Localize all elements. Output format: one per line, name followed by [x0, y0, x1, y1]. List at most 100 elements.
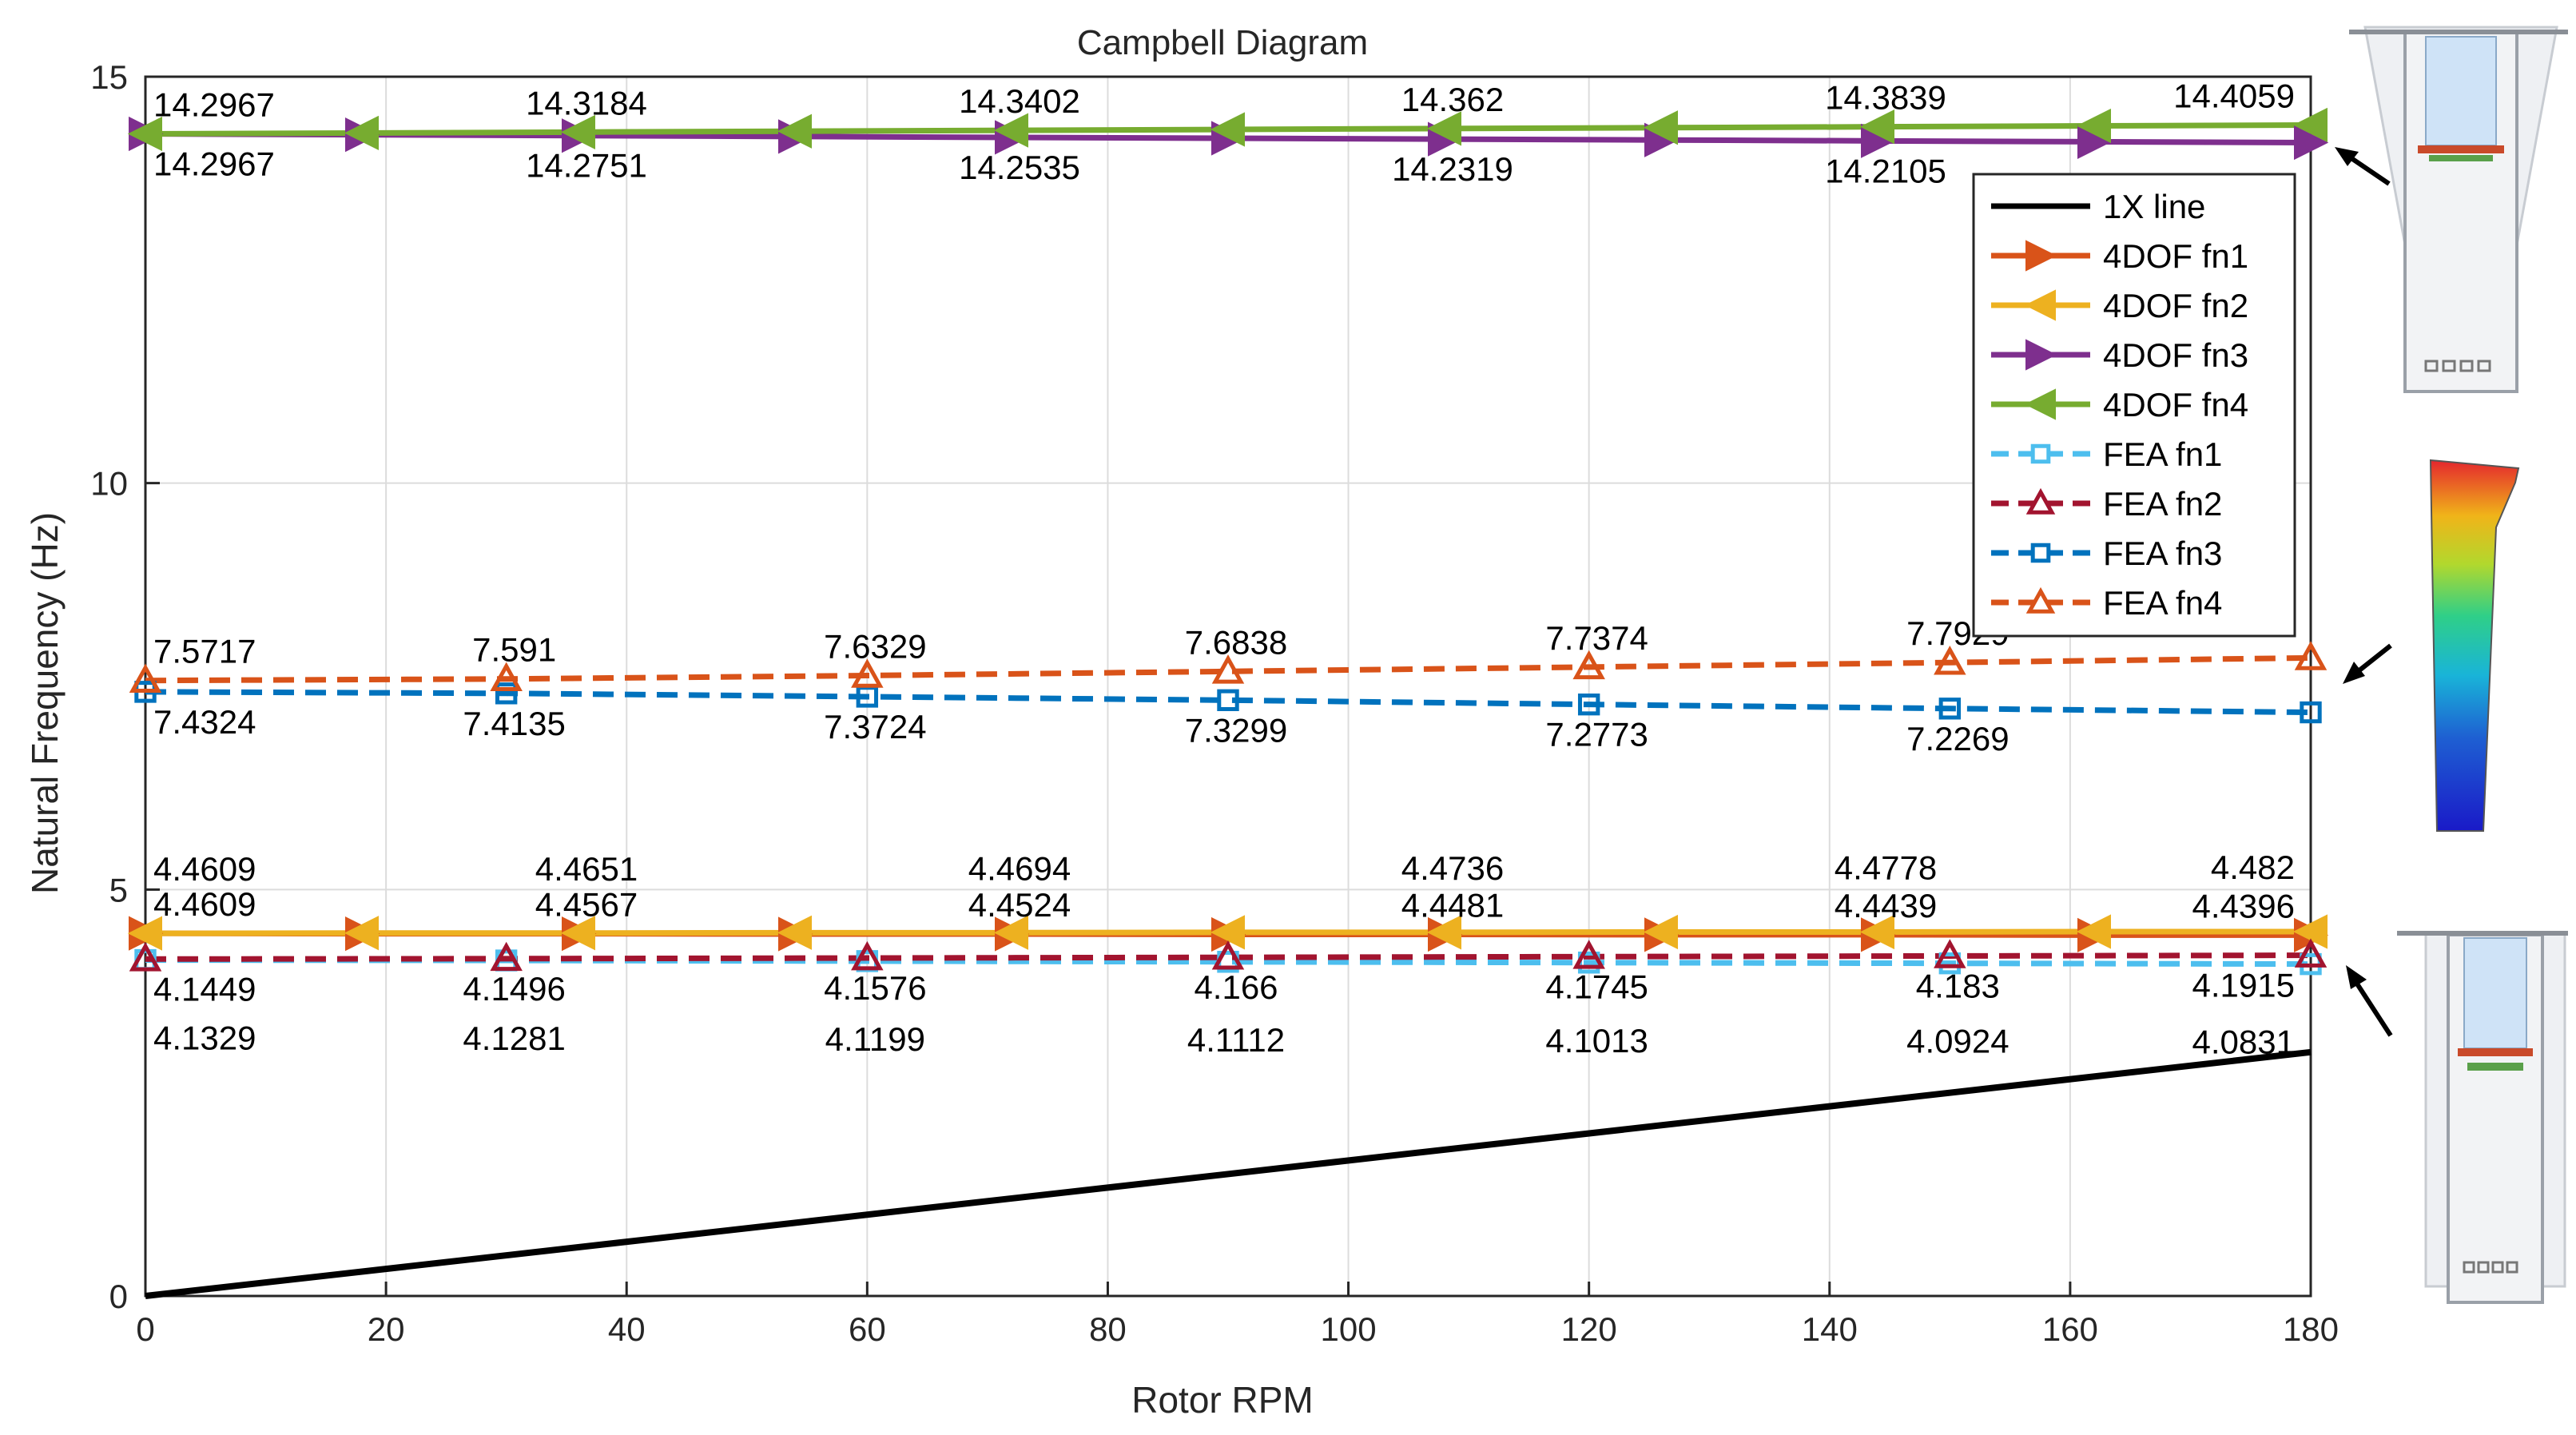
data-label: 14.3184 — [526, 84, 647, 121]
marker-fea-fn2 — [1211, 940, 1245, 970]
marker-fea-fn4 — [129, 663, 162, 694]
data-label: 7.3299 — [1185, 711, 1287, 749]
legend-marker-fea-fn1 — [2030, 443, 2051, 464]
x-tick-label: 180 — [2283, 1310, 2339, 1348]
marker-4dof-fn2 — [2076, 914, 2111, 949]
legend-marker-4dof-fn4 — [2024, 388, 2056, 420]
data-label: 7.591 — [472, 631, 556, 669]
marker-4dof-fn2 — [127, 916, 162, 951]
x-tick-label: 60 — [849, 1310, 886, 1348]
series-line-fea-fn4 — [145, 654, 2312, 684]
arrow-to-bottom-figure — [2346, 965, 2393, 1037]
series-line-fea-fn3 — [145, 689, 2312, 716]
marker-4dof-fn2 — [777, 915, 812, 950]
y-tick-label: 15 — [90, 58, 128, 96]
legend-label-fea-fn3: FEA fn3 — [2103, 535, 2222, 572]
data-label: 4.166 — [1194, 968, 1278, 1006]
data-label: 4.4778 — [1835, 849, 1937, 886]
legend-marker-4dof-fn2 — [2024, 289, 2056, 321]
data-label: 4.4651 — [535, 850, 638, 888]
x-tick-label: 0 — [136, 1310, 154, 1348]
data-label: 7.2773 — [1545, 716, 1648, 753]
marker-fea-fn4 — [1572, 650, 1605, 680]
data-label: 7.3724 — [824, 708, 926, 745]
legend-label-4dof-fn3: 4DOF fn3 — [2103, 336, 2248, 374]
marker-4dof-fn4 — [1643, 110, 1678, 145]
data-label: 14.2105 — [1825, 152, 1946, 189]
marker-4dof-fn4 — [993, 113, 1028, 148]
marker-fea-fn3 — [856, 686, 879, 708]
marker-fea-fn4 — [490, 662, 523, 692]
legend-marker-fea-fn4 — [2025, 586, 2056, 614]
marker-fea-fn3 — [1217, 689, 1239, 712]
x-axis-label: Rotor RPM — [1131, 1379, 1313, 1421]
marker-4dof-fn2 — [1210, 915, 1245, 950]
legend-label-4dof-fn1: 4DOF fn1 — [2103, 237, 2248, 275]
marker-fea-fn2 — [851, 940, 884, 971]
data-label: 4.1281 — [463, 1020, 565, 1057]
data-label: 4.1576 — [824, 969, 926, 1007]
marker-4dof-fn4 — [1426, 111, 1461, 146]
legend-label-4dof-fn4: 4DOF fn4 — [2103, 386, 2248, 423]
data-label: 14.362 — [1401, 81, 1504, 118]
data-label: 7.6838 — [1185, 623, 1287, 661]
marker-4dof-fn2 — [1859, 914, 1894, 950]
series-line-1x-line — [145, 1048, 2312, 1299]
y-tick-label: 10 — [90, 465, 128, 503]
data-label: 4.4694 — [968, 849, 1071, 887]
data-label: 4.482 — [2211, 849, 2295, 886]
data-label: 14.2319 — [1392, 150, 1513, 188]
marker-fea-fn4 — [1934, 646, 1966, 675]
data-label: 4.4524 — [968, 886, 1071, 924]
arrow-to-middle-figure — [2343, 643, 2392, 684]
mode-shape-top — [2349, 26, 2568, 393]
marker-4dof-fn4 — [1859, 109, 1894, 145]
x-tick-label: 100 — [1321, 1310, 1377, 1348]
data-label: 4.1112 — [1187, 1021, 1285, 1059]
mode-shape-bottom — [2397, 931, 2568, 1304]
x-tick-label: 160 — [2042, 1310, 2098, 1348]
legend: 1X line 4DOF fn1 4DOF fn2 4DOF fn3 4DOF fn4 F… — [1972, 173, 2296, 638]
marker-fea-fn2 — [2294, 938, 2328, 968]
data-label: 4.4481 — [1401, 886, 1504, 924]
marker-fea-fn3 — [134, 681, 157, 703]
data-label: 4.183 — [1916, 967, 2000, 1004]
marker-4dof-fn2 — [1426, 915, 1461, 950]
marker-fea-fn3 — [1938, 698, 1962, 720]
marker-fea-fn3 — [2300, 701, 2322, 724]
marker-4dof-fn4 — [2076, 108, 2111, 144]
data-label: 4.0831 — [2192, 1024, 2295, 1061]
data-label: 14.3839 — [1825, 79, 1946, 117]
marker-4dof-fn3 — [2294, 125, 2329, 161]
data-label: 7.2269 — [1906, 720, 2009, 757]
series-markers — [127, 107, 2329, 976]
data-label: 4.4736 — [1401, 849, 1504, 887]
marker-fea-fn2 — [1934, 939, 1966, 968]
marker-fea-fn4 — [2294, 641, 2328, 670]
data-label: 14.3402 — [959, 82, 1080, 120]
data-label: 4.0924 — [1906, 1023, 2009, 1060]
marker-fea-fn4 — [851, 658, 884, 688]
marker-4dof-fn2 — [993, 915, 1028, 950]
marker-fea-fn3 — [495, 682, 518, 705]
marker-4dof-fn2 — [1643, 914, 1678, 950]
chart-title: Campbell Diagram — [1077, 23, 1368, 62]
marker-4dof-fn4 — [1210, 112, 1245, 147]
legend-marker-fea-fn3 — [2030, 543, 2051, 563]
x-tick-label: 120 — [1561, 1310, 1617, 1348]
marker-fea-fn2 — [490, 941, 523, 972]
y-tick-label: 5 — [109, 871, 128, 908]
series-line-fea-fn2 — [145, 952, 2312, 962]
legend-marker-4dof-fn3 — [2025, 339, 2057, 371]
y-axis-label: Natural Frequency (Hz) — [24, 512, 66, 894]
data-label: 4.1329 — [153, 1020, 256, 1057]
legend-marker-fea-fn2 — [2025, 487, 2056, 515]
data-label: 7.7374 — [1545, 619, 1648, 657]
data-label: 7.4135 — [463, 705, 565, 742]
data-label: 4.1496 — [463, 970, 565, 1008]
marker-fea-fn2 — [129, 942, 162, 972]
data-label: 4.4567 — [535, 886, 638, 924]
legend-label-fea-fn4: FEA fn4 — [2103, 584, 2222, 622]
axis-ticks: 0 20 40 60 80 100 120 140 160 180 0 5 10 15 — [90, 58, 2339, 1348]
